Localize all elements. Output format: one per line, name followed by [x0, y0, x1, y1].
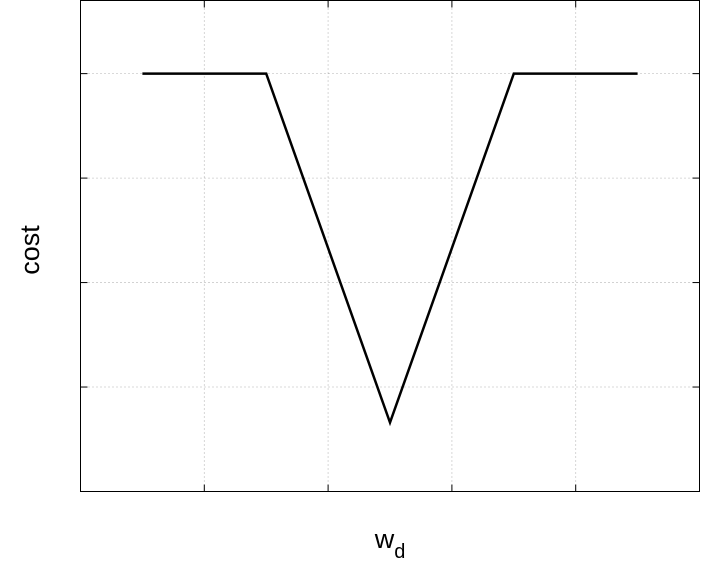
y-axis-label: cost [15, 225, 45, 275]
x-axis-label: wd [374, 524, 406, 561]
line [142, 72, 638, 427]
plot-frame [80, 0, 700, 492]
x-label-base: w [374, 524, 395, 554]
marks [80, 0, 700, 492]
x-label-subscript: d [394, 541, 405, 561]
plot-background [80, 0, 700, 492]
